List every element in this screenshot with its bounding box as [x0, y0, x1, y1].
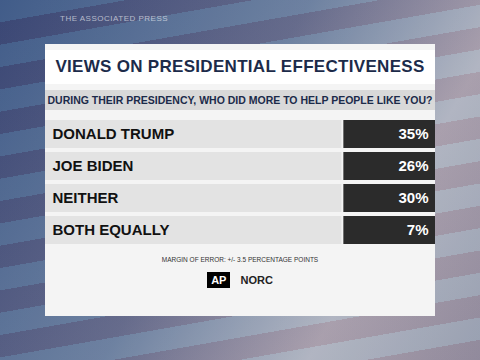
svg-text:30%: 30% [398, 189, 428, 206]
html-text:VIEWS ON PRESIDENTIAL EFFECTIV: VIEWS ON PRESIDENTIAL EFFECTIVENESS [55, 57, 425, 76]
svg-text:BOTH EQUALLY: BOTH EQUALLY [53, 221, 170, 238]
svg-text:26%: 26% [398, 157, 428, 174]
svg-text:DONALD TRUMP: DONALD TRUMP [53, 125, 175, 142]
html-text:DURING THEIR PRESIDENCY, WHO D: DURING THEIR PRESIDENCY, WHO DID MORE TO… [47, 94, 433, 106]
svg-text:7%: 7% [407, 221, 429, 238]
svg-text:JOE BIDEN: JOE BIDEN [53, 157, 134, 174]
html-text:MARGIN OF ERROR: +/- 3.5 PERCE: MARGIN OF ERROR: +/- 3.5 PERCENTAGE POIN… [161, 256, 319, 263]
html-text:NORC: NORC [240, 273, 273, 286]
svg-text:35%: 35% [398, 125, 428, 142]
html-text:THE ASSOCIATED PRESS: THE ASSOCIATED PRESS [60, 14, 169, 23]
svg-text:NEITHER: NEITHER [53, 189, 119, 206]
html-text:AP: AP [211, 273, 227, 286]
